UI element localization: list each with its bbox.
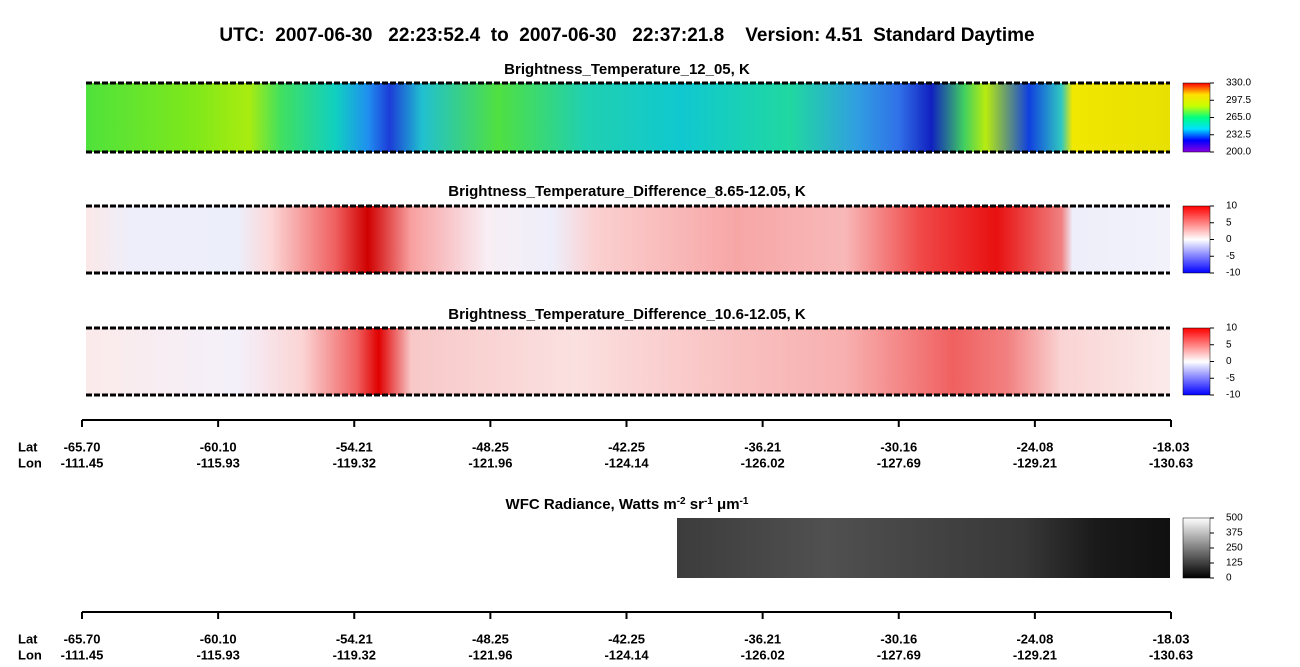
lat-tick-label: -60.10 bbox=[200, 631, 237, 646]
heatmap-strip bbox=[86, 328, 1170, 395]
lon-tick-label: -126.02 bbox=[741, 455, 785, 470]
lon-tick-label: -115.93 bbox=[196, 455, 239, 470]
lon-tick-label: -121.96 bbox=[468, 647, 512, 662]
lon-tick-label: -124.14 bbox=[604, 647, 649, 662]
lon-tick-label: -127.69 bbox=[877, 455, 921, 470]
heatmap-strip bbox=[677, 518, 1170, 578]
lon-tick-label: -126.02 bbox=[741, 647, 785, 662]
colorbar-tick-label: -5 bbox=[1226, 373, 1235, 384]
lat-tick-label: -60.10 bbox=[200, 439, 237, 454]
colorbar-tick-label: 375 bbox=[1226, 528, 1243, 539]
title-superscript: -2 bbox=[677, 496, 686, 507]
lat-tick-label: -24.08 bbox=[1016, 439, 1053, 454]
colorbar bbox=[1182, 205, 1211, 274]
lon-tick-label: -124.14 bbox=[604, 455, 649, 470]
lat-tick-label: -36.21 bbox=[744, 631, 781, 646]
colorbar-tick-label: 297.5 bbox=[1226, 95, 1251, 106]
colorbar-tick-label: 232.5 bbox=[1226, 129, 1251, 140]
page-title: UTC: 2007-06-30 22:23:52.4 to 2007-06-30… bbox=[219, 25, 1034, 46]
lat-tick-label: -30.16 bbox=[880, 631, 917, 646]
colorbar-tick-label: 0 bbox=[1226, 234, 1232, 245]
colorbar-tick-label: 330.0 bbox=[1226, 78, 1251, 89]
lat-tick-label: -48.25 bbox=[472, 631, 509, 646]
lon-tick-label: -119.32 bbox=[333, 647, 376, 662]
title-part: μm bbox=[713, 496, 740, 513]
title-superscript: -1 bbox=[740, 496, 749, 507]
title-part: WFC Radiance, Watts m bbox=[506, 496, 677, 513]
lat-tick-label: -18.03 bbox=[1153, 439, 1190, 454]
colorbar-tick-label: 0 bbox=[1226, 573, 1232, 584]
colorbar-tick-label: 10 bbox=[1226, 201, 1238, 212]
lat-tick-label: -42.25 bbox=[608, 439, 645, 454]
colorbar-tick-label: 5 bbox=[1226, 339, 1232, 350]
colorbar-tick-label: 200.0 bbox=[1226, 147, 1251, 158]
lat-label: Lat bbox=[18, 631, 38, 646]
lat-tick-label: -54.21 bbox=[336, 439, 373, 454]
lat-tick-label: -36.21 bbox=[744, 439, 781, 454]
title-superscript: -1 bbox=[704, 496, 713, 507]
colorbar-tick-label: -10 bbox=[1226, 390, 1241, 401]
heatmap-strip bbox=[86, 206, 1170, 273]
lon-label: Lon bbox=[18, 647, 42, 662]
lat-tick-label: -24.08 bbox=[1016, 631, 1053, 646]
lat-tick-label: -48.25 bbox=[472, 439, 509, 454]
title-part: sr bbox=[686, 496, 705, 513]
lat-label: Lat bbox=[18, 439, 38, 454]
lat-tick-label: -54.21 bbox=[336, 631, 373, 646]
lat-tick-label: -42.25 bbox=[608, 631, 645, 646]
lon-tick-label: -127.69 bbox=[877, 647, 921, 662]
lon-tick-label: -111.45 bbox=[61, 455, 104, 470]
lon-tick-label: -115.93 bbox=[196, 647, 239, 662]
colorbar bbox=[1182, 517, 1211, 579]
lon-tick-label: -130.63 bbox=[1149, 647, 1193, 662]
colorbar-tick-label: 500 bbox=[1226, 513, 1243, 524]
lon-label: Lon bbox=[18, 455, 42, 470]
panel-title: Brightness_Temperature_Difference_8.65-1… bbox=[448, 183, 806, 200]
colorbar-tick-label: 265.0 bbox=[1226, 112, 1251, 123]
lat-tick-label: -30.16 bbox=[880, 439, 917, 454]
lon-tick-label: -129.21 bbox=[1013, 647, 1057, 662]
colorbar bbox=[1182, 82, 1211, 153]
colorbar-tick-label: 250 bbox=[1226, 543, 1243, 554]
colorbar-tick-label: -5 bbox=[1226, 251, 1235, 262]
lon-tick-label: -119.32 bbox=[333, 455, 376, 470]
colorbar-tick-label: 5 bbox=[1226, 217, 1232, 228]
colorbar-tick-label: 125 bbox=[1226, 558, 1243, 569]
lon-tick-label: -121.96 bbox=[468, 455, 512, 470]
lat-tick-label: -18.03 bbox=[1153, 631, 1190, 646]
panel-title: WFC Radiance, Watts m-2 sr-1 μm-1 bbox=[506, 496, 749, 513]
colorbar-tick-label: -10 bbox=[1226, 268, 1241, 279]
lat-tick-label: -65.70 bbox=[64, 439, 101, 454]
colorbar bbox=[1182, 327, 1211, 396]
colorbar-tick-label: 0 bbox=[1226, 356, 1232, 367]
colorbar-tick-label: 10 bbox=[1226, 323, 1238, 334]
heatmap-strip bbox=[86, 83, 1170, 152]
lon-tick-label: -111.45 bbox=[61, 647, 104, 662]
lon-tick-label: -130.63 bbox=[1149, 455, 1193, 470]
panel-title: Brightness_Temperature_12_05, K bbox=[504, 61, 750, 78]
lon-tick-label: -129.21 bbox=[1013, 455, 1057, 470]
panel-title: Brightness_Temperature_Difference_10.6-1… bbox=[448, 306, 806, 323]
lat-tick-label: -65.70 bbox=[64, 631, 101, 646]
